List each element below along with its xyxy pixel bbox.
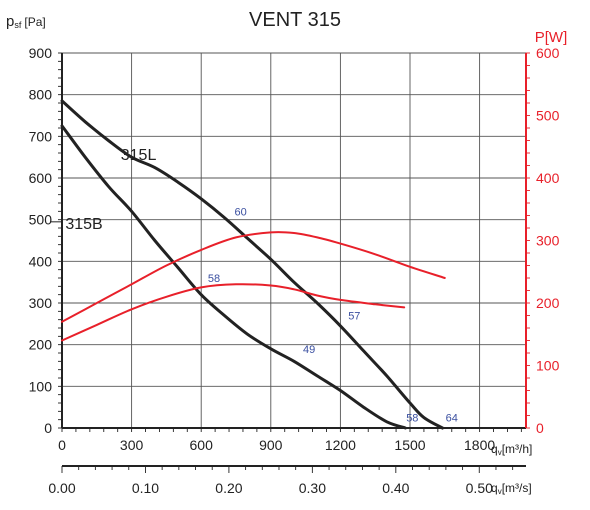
chart-title: VENT 315 (249, 9, 341, 31)
x2-tick-label: 0.10 (132, 480, 159, 496)
y-axis-label: psf [Pa] (6, 13, 46, 30)
x-tick-label: 300 (120, 437, 144, 453)
y-tick-label: 500 (29, 212, 53, 228)
curve-annotation: 64 (446, 413, 458, 425)
x2-tick-label: 0.20 (215, 480, 242, 496)
y-tick-label: 900 (29, 45, 53, 61)
power-curve-2 (61, 231, 446, 323)
x2-axis-label-unit: [m³/s] (502, 481, 532, 495)
x2-tick-label: 0.40 (382, 480, 409, 496)
y-axis-label-main: p (6, 13, 14, 30)
x-tick-label: 1500 (394, 437, 425, 453)
y2-tick-label: 300 (536, 233, 560, 249)
grid (61, 52, 527, 429)
y2-tick-label: 600 (536, 45, 560, 61)
y-axis-label-sub: sf (14, 20, 22, 30)
y-tick-label: 100 (29, 378, 53, 394)
axes (58, 52, 530, 473)
y2-tick-label: 400 (536, 170, 560, 186)
pressure-curve-315b (60, 124, 407, 430)
series (60, 99, 446, 430)
x-tick-label: 900 (259, 437, 283, 453)
y2-tick-label: 200 (536, 295, 560, 311)
curve-labels: 315L 315B 60 58 57 49 58 64 (50, 147, 458, 425)
x2-axis-label-sub: v (498, 487, 502, 496)
x2-tick-label: 0.50 (466, 480, 493, 496)
x-axis-label-main: q (491, 442, 498, 456)
x2-tick-label: 0.30 (299, 480, 326, 496)
curve-annotation: 57 (348, 311, 360, 323)
x-tick-label: 0 (58, 437, 66, 453)
y-tick-label: 200 (29, 337, 53, 353)
curve-annotation: 60 (235, 206, 247, 218)
curve-annotation: 58 (208, 273, 220, 285)
y2-tick-label: 500 (536, 108, 560, 124)
x-tick-label: 1800 (464, 437, 495, 453)
y-tick-label: 300 (29, 295, 53, 311)
y-tick-label: 400 (29, 253, 53, 269)
y-tick-label: 600 (29, 170, 53, 186)
pressure-curve-315l (60, 99, 444, 430)
x2-tick-label: 0.00 (48, 480, 75, 496)
y-tick-label: 700 (29, 128, 53, 144)
y-tick-label: 0 (44, 420, 52, 436)
y2-tick-label: 100 (536, 358, 560, 374)
series-label-315b: 315B (65, 216, 102, 233)
x2-axis-label-main: q (491, 481, 498, 495)
x2-axis-label: qv[m³/s] (491, 481, 532, 496)
x-axis-label: qv[m³/h] (491, 442, 532, 457)
series-label-315l: 315L (121, 147, 157, 164)
y-tick-label: 800 (29, 87, 53, 103)
x-axis-label-unit: [m³/h] (502, 442, 533, 456)
x-tick-label: 1200 (325, 437, 356, 453)
x-tick-label: 600 (190, 437, 214, 453)
y-axis-label-unit: [Pa] (24, 15, 45, 29)
y2-axis-label: P[W] (535, 29, 568, 46)
curve-annotation: 58 (406, 413, 418, 425)
curve-annotation: 49 (303, 344, 315, 356)
x-axis-label-sub: v (498, 448, 502, 457)
power-curve-3 (61, 283, 406, 342)
y2-tick-label: 0 (536, 420, 544, 436)
